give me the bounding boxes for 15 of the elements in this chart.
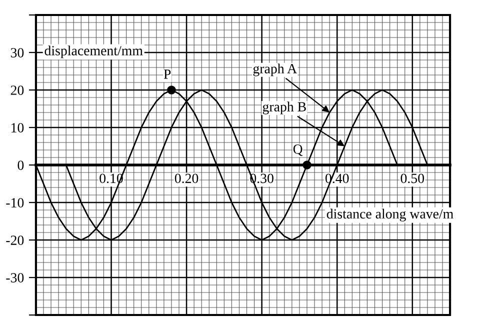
y-tick-label: 30	[10, 48, 24, 58]
annotation: P	[164, 70, 171, 79]
y-tick-label: -10	[6, 198, 24, 208]
y-tick-label: -20	[6, 236, 24, 245]
y-tick-label: -30	[6, 273, 24, 282]
y-tick-label: 0	[18, 160, 24, 170]
y-axis-title: displacement/mm	[44, 46, 143, 58]
legend-label: graph B	[262, 102, 306, 114]
x-tick-label: 0.20	[174, 174, 198, 184]
y-tick-label: 10	[11, 123, 24, 132]
text: graph A	[253, 64, 297, 76]
x-tick-label: 0.50	[400, 174, 424, 184]
x-axis-title: distance along wave/m	[326, 208, 454, 222]
y-tick-label: 20	[10, 86, 24, 95]
annotation: Q	[293, 144, 303, 156]
